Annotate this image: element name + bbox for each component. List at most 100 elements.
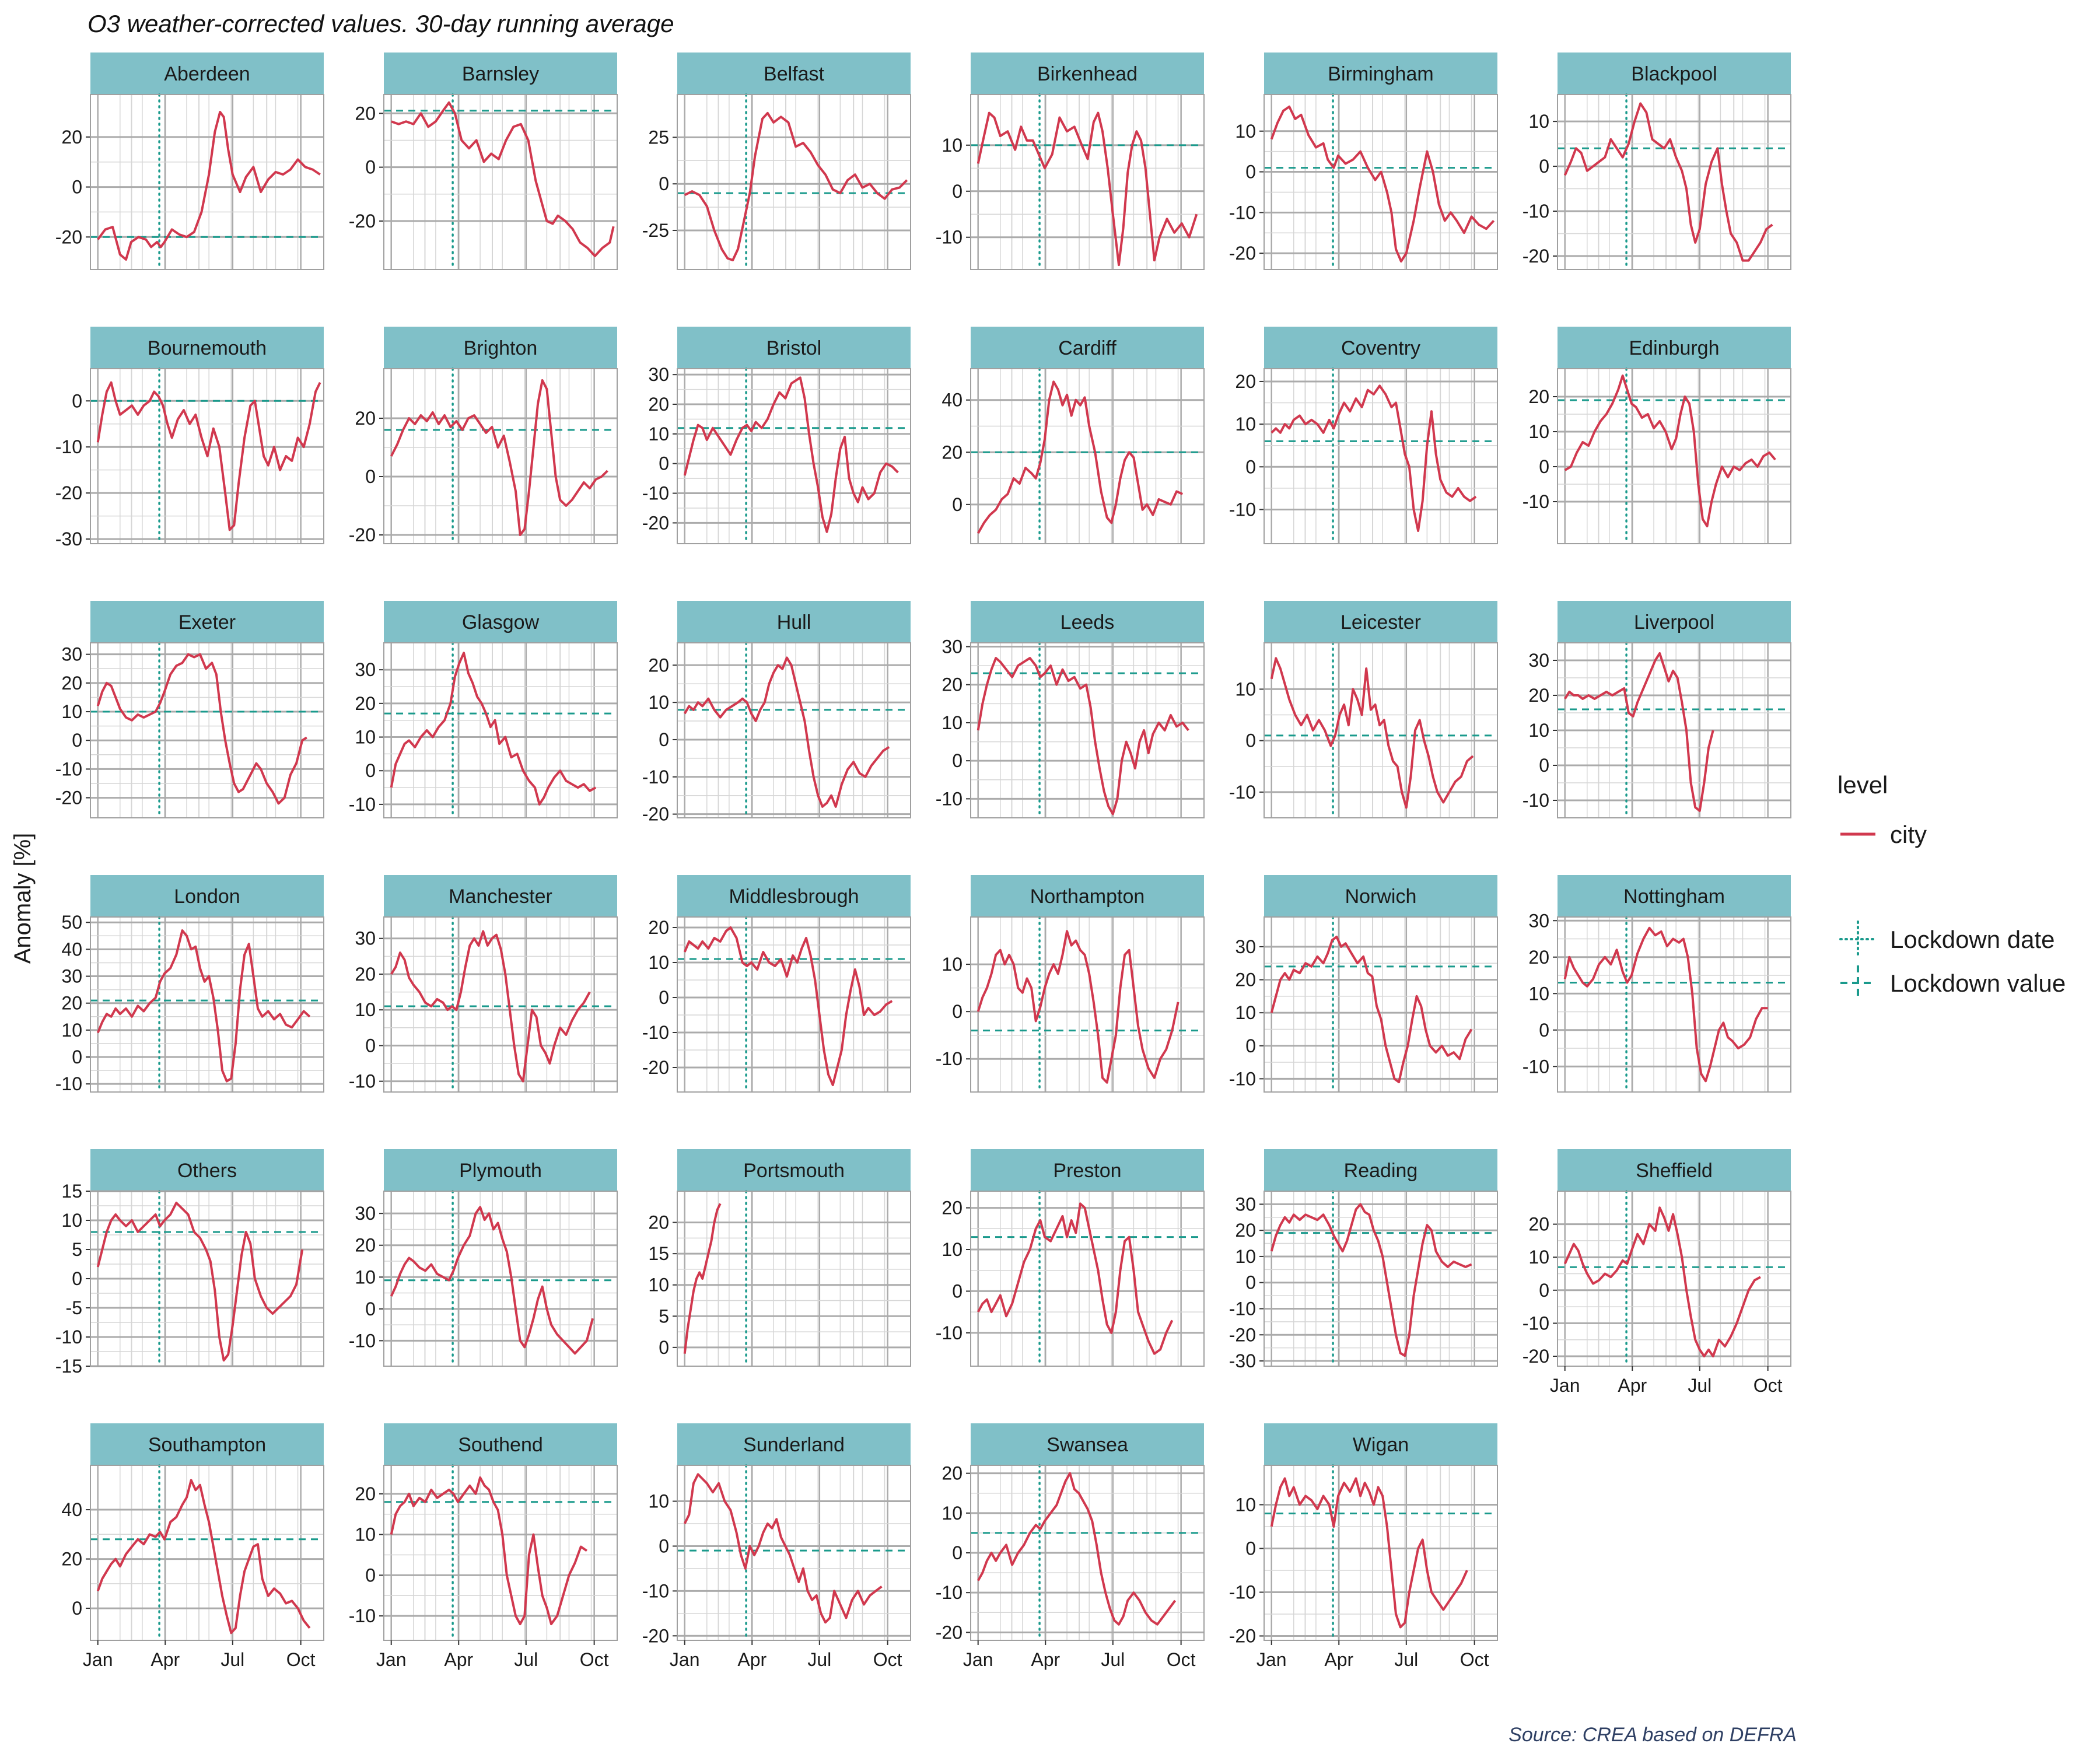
city-series-line	[683, 926, 893, 1086]
y-tick-label: -10	[936, 1048, 963, 1069]
panel-title: Blackpool	[1631, 63, 1717, 85]
y-tick-label: 10	[1528, 111, 1549, 132]
panel-title: Portsmouth	[743, 1160, 845, 1182]
y-tick-label: 20	[648, 1212, 669, 1233]
y-tick-label: -20	[55, 482, 82, 503]
panel-strip	[1264, 875, 1497, 917]
panel-wigan: Wigan -20 -10 0 10 Jan Apr Jul Oct	[1229, 1423, 1498, 1670]
panel-title: Bournemouth	[148, 337, 267, 359]
y-tick-label: 20	[355, 103, 376, 124]
y-tick-label: -10	[1229, 1068, 1256, 1089]
y-tick-label: 10	[1235, 1246, 1256, 1267]
y-tick-label: 20	[942, 442, 963, 463]
city-series-line	[683, 656, 890, 808]
city-series-line	[1270, 384, 1477, 532]
y-tick-label: 40	[61, 939, 82, 960]
panel-hull: Hull -20 -10 0 10 20	[642, 601, 911, 825]
panel-title: Birkenhead	[1037, 63, 1138, 85]
panel-title: Glasgow	[462, 611, 540, 634]
y-tick-label: 10	[61, 1210, 82, 1231]
y-tick-label: -10	[642, 483, 669, 504]
city-series-line	[977, 380, 1184, 534]
city-series-line	[1564, 652, 1714, 812]
panel-title: Cardiff	[1058, 337, 1116, 359]
y-tick-label: 10	[355, 999, 376, 1020]
panel-strip	[1558, 875, 1791, 917]
panel-title: Sheffield	[1636, 1160, 1713, 1182]
panel-border	[90, 94, 324, 270]
city-series-line	[1270, 1203, 1472, 1357]
panel-border	[1557, 368, 1791, 544]
city-series-line	[1563, 102, 1773, 262]
y-tick-label: 0	[659, 729, 669, 750]
panel-strip	[677, 1423, 911, 1465]
y-tick-label: 0	[1245, 730, 1256, 751]
y-tick-label: -20	[55, 788, 82, 808]
panel-title: Southend	[458, 1434, 543, 1456]
y-tick-label: 0	[72, 177, 82, 198]
y-tick-label: 0	[1539, 1280, 1549, 1301]
chart-title: O3 weather-corrected values. 30-day runn…	[88, 10, 674, 37]
y-tick-label: 10	[942, 712, 963, 733]
panel-title: Exeter	[178, 611, 236, 634]
panel-strip	[677, 327, 911, 369]
y-tick-label: 0	[659, 1337, 669, 1358]
panel-border	[383, 1191, 618, 1367]
city-series-line	[977, 1472, 1177, 1626]
y-tick-label: 0	[1539, 156, 1549, 177]
legend-item-dashed: Lockdown value	[1840, 965, 2066, 1000]
panel-plymouth: Plymouth -10 0 10 20 30	[349, 1149, 618, 1367]
panel-border	[1264, 94, 1498, 270]
panel-strip	[1558, 1149, 1791, 1191]
city-series-line	[390, 379, 608, 536]
y-tick-label: -10	[349, 1605, 376, 1626]
panel-title: Brighton	[464, 337, 538, 359]
panel-title: Preston	[1053, 1160, 1121, 1182]
y-tick-label: 30	[355, 1203, 376, 1224]
y-tick-label: -10	[1229, 202, 1256, 223]
y-tick-label: 10	[1235, 1494, 1256, 1516]
panel-title: Nottingham	[1623, 886, 1725, 908]
panel-coventry: Coventry -10 0 10 20	[1229, 327, 1498, 545]
panel-title: Middlesbrough	[729, 886, 859, 908]
y-tick-label: 30	[355, 659, 376, 680]
y-tick-label: 50	[61, 912, 82, 933]
panel-liverpool: Liverpool -10 0 10 20 30	[1522, 601, 1791, 819]
y-tick-label: -20	[642, 804, 669, 825]
y-tick-label: -10	[1522, 491, 1549, 512]
y-tick-label: 20	[648, 917, 669, 938]
y-tick-label: 0	[365, 760, 376, 781]
y-tick-label: 10	[1235, 1002, 1256, 1023]
y-tick-label: -10	[1229, 1582, 1256, 1603]
panel-strip	[1558, 52, 1791, 94]
panel-strip	[90, 1149, 324, 1191]
panel-border	[970, 642, 1205, 818]
y-tick-label: -20	[642, 1625, 669, 1646]
panel-border	[677, 642, 911, 818]
y-tick-label: 15	[61, 1181, 82, 1202]
panel-strip	[90, 601, 324, 643]
panel-manchester: Manchester -10 0 10 20 30	[349, 875, 618, 1093]
y-tick-label: 30	[61, 644, 82, 665]
panel-strip	[971, 875, 1204, 917]
legend-item-line: city	[1840, 821, 1927, 848]
panel-cardiff: Cardiff 0 20 40	[942, 327, 1205, 545]
y-tick-label: 20	[1528, 947, 1549, 968]
legend-item-dotted: Lockdown date	[1839, 921, 2055, 958]
panel-others: Others -15 -10 -5 0 5 10 15	[55, 1149, 324, 1377]
panel-glasgow: Glasgow -10 0 10 20 30	[349, 601, 618, 819]
y-tick-label: 0	[952, 494, 963, 515]
y-tick-label: 20	[61, 127, 82, 148]
panel-border	[1557, 916, 1791, 1093]
y-tick-label: -10	[1522, 1312, 1549, 1334]
city-series-line	[96, 1202, 304, 1362]
y-tick-label: 10	[648, 1491, 669, 1512]
x-tick-label: Jan	[376, 1649, 407, 1670]
y-tick-label: -10	[936, 1322, 963, 1343]
y-tick-label: 0	[659, 1535, 669, 1556]
y-tick-label: 0	[72, 730, 82, 751]
panel-edinburgh: Edinburgh -10 0 10 20	[1522, 327, 1791, 545]
y-tick-label: 0	[365, 1035, 376, 1056]
panel-portsmouth: Portsmouth 0 5 10 15 20	[648, 1149, 911, 1367]
